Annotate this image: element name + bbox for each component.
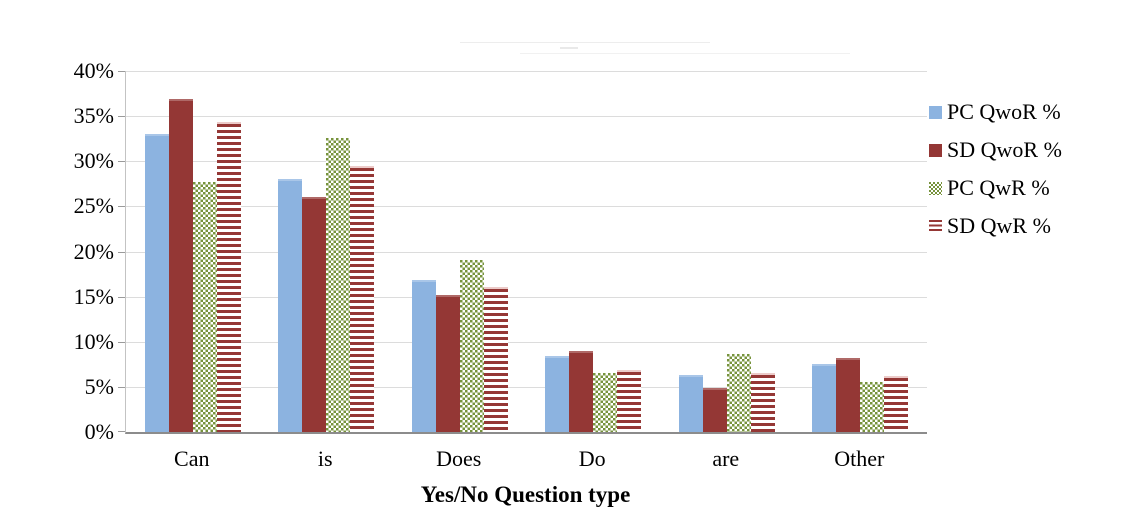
bar: [144, 134, 169, 432]
bar: [812, 364, 837, 432]
bar-group-other: [794, 71, 928, 432]
legend-entry: SD QwR %: [929, 213, 1062, 239]
legend-label: PC QwoR %: [947, 99, 1061, 124]
y-axis-tick: [118, 341, 125, 343]
legend-entry: PC QwoR %: [929, 99, 1062, 125]
gridline: [126, 251, 927, 253]
bar: [884, 376, 909, 432]
bar: [278, 179, 303, 432]
bar: [483, 286, 508, 432]
gridline: [126, 161, 927, 163]
gridline: [126, 116, 927, 118]
x-axis-category-label: Other: [834, 446, 885, 471]
plot-area: [118, 71, 927, 434]
bar: [617, 369, 642, 432]
bar: [545, 356, 570, 432]
bar: [678, 375, 703, 432]
y-axis-tick-label: 5%: [84, 373, 114, 399]
x-axis-category-label: Does: [436, 446, 482, 471]
gridline: [126, 386, 927, 388]
y-axis-tick: [118, 386, 125, 388]
bar: [350, 165, 375, 432]
x-axis-category-label: Do: [578, 446, 606, 471]
bar-groups: [126, 71, 927, 432]
gridline: [126, 341, 927, 343]
bar: [750, 373, 775, 432]
y-axis-tick: [118, 251, 125, 253]
bar: [459, 259, 484, 432]
y-axis-tick-label: 35%: [73, 103, 114, 129]
gridline: [126, 206, 927, 208]
y-axis-tick: [118, 71, 125, 72]
y-axis-tick: [118, 116, 125, 118]
legend-entry: PC QwR %: [929, 175, 1062, 201]
y-axis-tick-label: 40%: [73, 58, 114, 83]
bar: [836, 358, 861, 432]
y-axis-tick-label: 15%: [73, 283, 114, 309]
bar: [435, 294, 460, 432]
legend-swatch-icon: [929, 219, 942, 233]
y-axis-tick: [118, 431, 125, 432]
bar: [168, 99, 193, 432]
bar-group-can: [126, 71, 260, 432]
y-axis-tick-label: 25%: [73, 193, 114, 219]
x-axis-category-labels: Can is Does Do are Other: [125, 446, 926, 472]
x-axis-category-label: are: [712, 446, 740, 471]
y-axis-tick-label: 10%: [73, 328, 114, 354]
bar: [192, 182, 217, 432]
bar-group-does: [393, 71, 527, 432]
bar-group-are: [660, 71, 794, 432]
bar: [593, 373, 618, 432]
y-axis-tick-label: 30%: [73, 148, 114, 174]
bar-group-do: [527, 71, 661, 432]
x-axis-title: Yes/No Question type: [420, 482, 631, 507]
bar-group-is: [260, 71, 394, 432]
legend-swatch-icon: [929, 143, 942, 157]
legend-swatch-icon: [929, 105, 942, 119]
y-axis-tick-label: 20%: [73, 238, 114, 264]
bar: [569, 350, 594, 432]
x-axis-category-label: is: [317, 446, 333, 471]
legend-label: SD QwR %: [947, 213, 1051, 238]
legend-swatch-icon: [929, 181, 942, 195]
y-axis-tick: [118, 296, 125, 298]
legend-entry: SD QwoR %: [929, 137, 1062, 163]
y-axis-tick-labels: 0% 5% 10% 15% 20% 25% 30% 35% 40%: [0, 59, 114, 444]
bar: [702, 387, 727, 432]
bar: [216, 122, 241, 432]
legend: PC QwoR % SD QwoR % PC QwR % SD QwR %: [929, 99, 1062, 239]
bar: [326, 137, 351, 432]
y-axis-tick: [118, 161, 125, 163]
y-axis-tick: [118, 206, 125, 208]
bar: [860, 382, 885, 432]
x-axis-category-label: Can: [174, 446, 210, 471]
bar: [302, 197, 327, 432]
bar: [411, 279, 436, 432]
legend-label: PC QwR %: [947, 175, 1050, 200]
bar: [726, 353, 751, 432]
y-axis-tick-label: 0%: [84, 419, 114, 444]
gridline: [126, 296, 927, 298]
gridline: [126, 71, 927, 72]
legend-label: SD QwoR %: [947, 137, 1062, 162]
